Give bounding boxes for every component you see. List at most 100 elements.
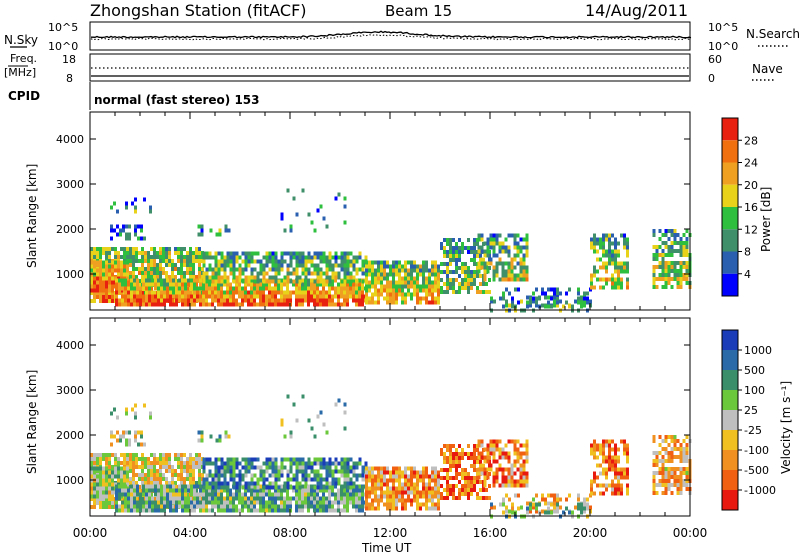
echo-cell — [661, 265, 665, 269]
echo-cell — [166, 282, 169, 287]
echo-cell — [214, 485, 218, 490]
echo-cell — [325, 465, 329, 470]
echo-cell — [277, 469, 281, 474]
echo-cell — [416, 280, 419, 285]
echo-cell — [328, 302, 331, 307]
echo-cell — [337, 477, 341, 482]
echo-cell — [565, 497, 568, 502]
echo-cell — [99, 288, 102, 293]
echo-cell — [211, 286, 214, 291]
echo-cell — [217, 263, 221, 268]
echo-cell — [295, 286, 298, 291]
echo-cell — [283, 259, 287, 264]
echo-cell — [667, 229, 671, 233]
echo-cell — [123, 260, 126, 265]
echo-cell — [259, 473, 263, 478]
echo-cell — [374, 478, 377, 483]
echo-cell — [205, 267, 209, 272]
echo-cell — [664, 447, 668, 451]
echo-cell — [343, 278, 346, 283]
echo-cell — [271, 500, 274, 505]
echo-cell — [652, 273, 656, 277]
echo-cell — [117, 272, 120, 277]
echo-cell — [292, 457, 296, 462]
echo-cell — [189, 453, 192, 457]
echo-cell — [490, 296, 493, 301]
echo-cell — [440, 270, 443, 274]
echo-cell — [383, 466, 386, 471]
echo-cell — [138, 283, 141, 287]
echo-cell — [181, 298, 184, 303]
echo-cell — [386, 486, 389, 491]
echo-cell — [307, 484, 310, 489]
echo-cell — [513, 451, 517, 456]
echo-cell — [343, 457, 347, 462]
echo-cell — [132, 473, 135, 477]
echo-cell — [220, 263, 224, 268]
echo-cell — [226, 279, 230, 284]
echo-cell — [501, 277, 505, 282]
echo-cell — [274, 294, 277, 299]
echo-cell — [343, 461, 347, 466]
echo-cell — [90, 474, 93, 479]
echo-cell — [449, 452, 452, 456]
echo-cell — [295, 294, 298, 299]
echo-cell — [425, 486, 428, 491]
echo-cell — [337, 263, 341, 268]
echo-cell — [358, 504, 361, 509]
echo-cell — [593, 475, 596, 480]
echo-cell — [319, 481, 323, 486]
echo-cell — [605, 237, 608, 242]
echo-cell — [201, 473, 204, 477]
echo-cell — [153, 247, 156, 251]
echo-cell — [265, 508, 268, 513]
echo-cell — [355, 255, 359, 260]
echo-cell — [550, 510, 553, 515]
echo-cell — [389, 300, 392, 305]
echo-cell — [214, 267, 218, 272]
echo-cell — [295, 488, 298, 493]
echo-cell — [256, 302, 259, 307]
echo-cell — [130, 492, 133, 497]
echo-cell — [102, 470, 105, 475]
echo-cell — [223, 271, 227, 276]
echo-cell — [501, 455, 505, 460]
echo-cell — [510, 471, 514, 476]
echo-cell — [458, 496, 461, 500]
echo-cell — [623, 241, 626, 246]
echo-cell — [443, 246, 446, 250]
echo-cell — [196, 298, 199, 303]
noise-panel: N.Sky 10^5 10^0 10^5 10^0 N.Search — [4, 21, 800, 53]
echo-cell — [111, 291, 114, 295]
echo-cell — [605, 281, 608, 286]
echo-cell — [443, 456, 446, 460]
echo-cell — [157, 286, 160, 291]
echo-cell — [355, 286, 358, 291]
echo-cell — [661, 253, 665, 257]
echo-cell — [120, 466, 123, 471]
echo-cell — [108, 272, 111, 277]
echo-cell — [593, 245, 596, 250]
colorbar-segment — [722, 162, 738, 185]
echo-cell — [175, 496, 178, 501]
echo-cell — [130, 484, 133, 489]
echo-cell — [682, 273, 686, 277]
echo-cell — [96, 497, 99, 501]
echo-cell — [121, 492, 124, 497]
echo-cell — [434, 280, 437, 285]
echo-cell — [511, 296, 514, 301]
echo-cell — [464, 282, 467, 286]
echo-cell — [510, 277, 514, 282]
echo-cell — [679, 269, 683, 273]
echo-cell — [316, 508, 319, 513]
echo-cell — [425, 466, 428, 471]
echo-cell — [277, 492, 280, 497]
echo-cell — [226, 488, 229, 493]
colorbar-tick-label: 20 — [744, 179, 758, 192]
time-axis-label: Time UT — [361, 541, 412, 554]
echo-cell — [501, 483, 505, 488]
echo-cell — [184, 496, 187, 501]
echo-cell — [461, 472, 464, 476]
echo-cell — [153, 453, 156, 457]
echo-cell — [283, 504, 286, 509]
